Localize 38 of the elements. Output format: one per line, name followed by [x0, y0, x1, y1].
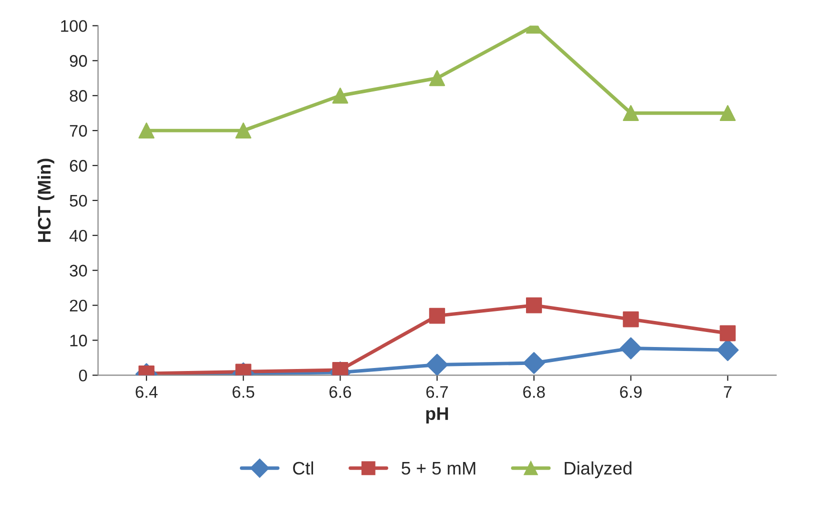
y-tick-label: 10	[70, 334, 87, 346]
y-axis-title: HCT (Min)	[37, 158, 54, 242]
y-tick-label: 80	[70, 90, 87, 102]
point	[622, 105, 639, 122]
legend-label: 5 + 5 mM	[402, 462, 476, 475]
x-tick-label: 6.6	[329, 386, 352, 398]
y-tick-label: 90	[70, 55, 87, 67]
point	[332, 362, 348, 376]
y-tick-label: 60	[70, 160, 87, 172]
point	[429, 70, 446, 86]
x-tick-label: 7	[724, 386, 732, 398]
y-tick-label: 20	[70, 300, 87, 312]
x-tick-label: 6.5	[232, 386, 254, 398]
point	[235, 122, 252, 139]
point	[716, 339, 739, 362]
x-tick-label: 6.7	[426, 386, 448, 398]
legend-label: Dialyzed	[564, 461, 632, 478]
y-tick-label: 0	[79, 370, 87, 382]
point	[620, 337, 642, 360]
point	[138, 122, 154, 139]
point	[622, 311, 639, 328]
point	[332, 88, 348, 104]
point	[526, 297, 542, 314]
y-tick-label: 40	[69, 230, 87, 242]
x-tick-label: 6.4	[136, 386, 158, 398]
point	[426, 354, 448, 376]
y-tick-label: 30	[70, 264, 87, 277]
x-tick-label: 6.9	[620, 386, 642, 398]
y-tick-label: 70	[70, 124, 87, 137]
point	[720, 105, 736, 122]
x-tick-label: 6.8	[523, 386, 545, 398]
point	[720, 325, 736, 342]
y-tick-label: 50	[70, 194, 87, 207]
y-tick-label: 100	[61, 20, 87, 32]
legend-label: Ctl	[293, 461, 314, 475]
point	[429, 308, 446, 324]
x-axis-title: pH	[426, 407, 448, 424]
point	[522, 352, 545, 374]
